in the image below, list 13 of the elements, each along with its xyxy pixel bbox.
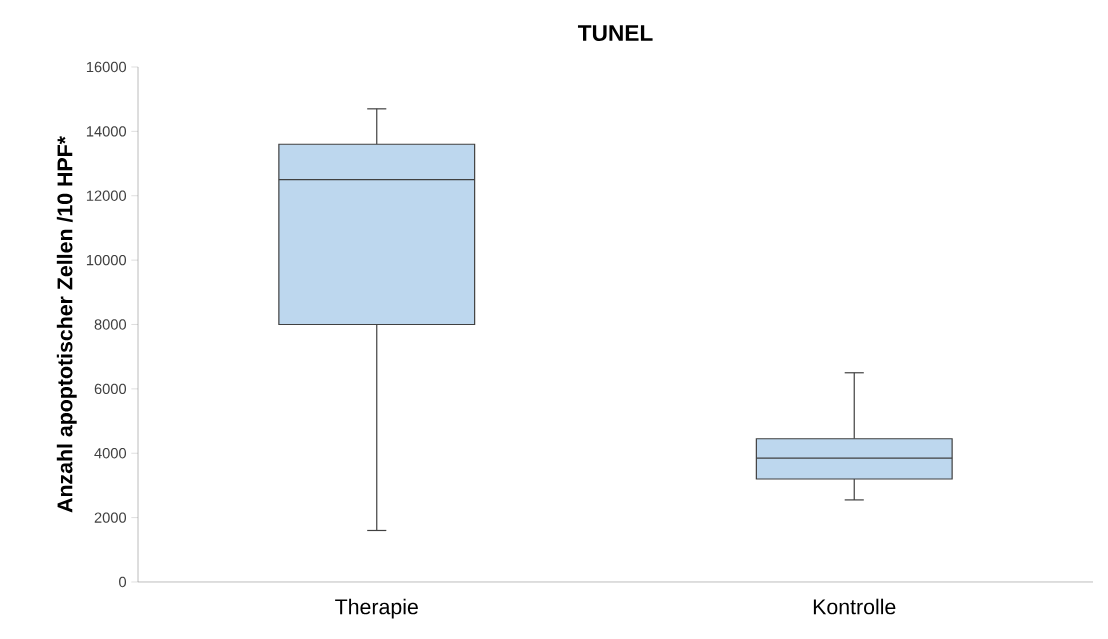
x-tick-label: Therapie	[335, 598, 418, 619]
y-axis-title: Anzahl apoptotischer Zellen /10 HPF*	[56, 136, 77, 513]
y-tick-label: 4000	[94, 448, 127, 459]
y-tick-label: 2000	[94, 512, 127, 523]
y-tick-label: 10000	[86, 254, 127, 266]
y-tick-label: 14000	[86, 126, 127, 137]
y-tick-label: 6000	[94, 383, 127, 395]
y-tick-label: 0	[119, 576, 127, 588]
x-tick-label: Kontrolle	[813, 598, 896, 615]
chart-title: TUNEL	[577, 25, 653, 41]
y-tick-label: 8000	[94, 319, 127, 330]
y-tick-label: 16000	[86, 61, 127, 73]
y-tick-label: 12000	[86, 190, 127, 201]
